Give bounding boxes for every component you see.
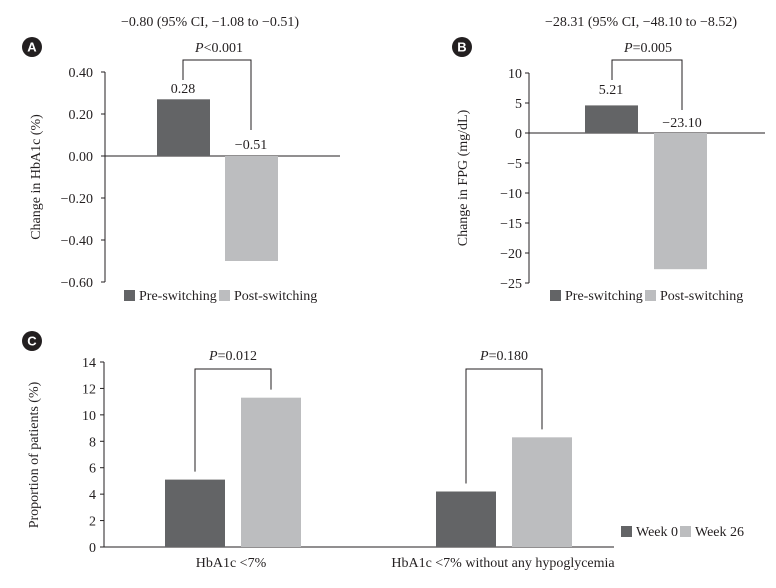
legend-c-week26-label: Week 26	[695, 525, 744, 540]
data-label-a-post: −0.51	[235, 138, 267, 153]
annotation-b: −28.31 (95% CI, −48.10 to −8.52)	[545, 15, 737, 30]
legend-b-post-label: Post-switching	[660, 289, 743, 304]
p-bracket-b	[611, 59, 683, 110]
legend-c-week0-swatch	[621, 526, 632, 537]
legend-b-pre-label: Pre-switching	[565, 289, 643, 304]
panel-badge-a	[22, 37, 42, 57]
p-value-c-1: P=0.012	[208, 349, 257, 364]
y-tick-label-c: 2	[89, 515, 96, 530]
y-tick-label-c: 14	[82, 356, 96, 371]
legend-c-week0-label: Week 0	[636, 525, 678, 540]
legend-a-post-label: Post-switching	[234, 289, 317, 304]
y-tick-label-b: 0	[515, 127, 522, 142]
y-tick-label-b: −20	[500, 247, 522, 262]
p-bracket-a	[182, 59, 252, 130]
p-bracket-c-2	[465, 368, 543, 484]
y-axis-label-b: Change in FPG (mg/dL)	[456, 109, 471, 246]
data-label-b-pre: 5.21	[599, 83, 624, 98]
y-tick-label-b: −10	[500, 187, 522, 202]
y-tick-label-a: 0.20	[69, 108, 94, 123]
y-tick-label-c: 0	[89, 541, 96, 556]
panel-letter-b: B	[457, 40, 466, 55]
y-tick-label-c: 8	[89, 435, 96, 450]
bar-a-post	[225, 156, 278, 261]
legend-c-week26-swatch	[680, 526, 691, 537]
p-bracket-c-1	[194, 368, 272, 472]
y-tick-label-a: −0.60	[61, 276, 93, 291]
bar-b-post	[654, 133, 707, 270]
p-value-c-2: P=0.180	[479, 349, 528, 364]
y-tick-label-b: −5	[507, 157, 522, 172]
p-value-a: P<0.001	[194, 41, 243, 56]
y-axis-label-a: Change in HbA1c (%)	[29, 114, 44, 240]
bar-c-week0-1	[165, 479, 225, 547]
y-tick-label-b: 10	[508, 67, 522, 82]
legend-b-pre-swatch	[550, 290, 561, 301]
y-tick-label-a: 0.00	[69, 150, 94, 165]
y-tick-label-a: −0.40	[61, 234, 93, 249]
bar-b-pre	[585, 105, 638, 133]
bar-c-week0-2	[436, 491, 496, 547]
legend-a-pre-label: Pre-switching	[139, 289, 217, 304]
panel-letter-a: A	[27, 40, 37, 55]
data-label-b-post: −23.10	[662, 116, 701, 131]
y-tick-label-c: 6	[89, 462, 96, 477]
x-category-label-c: HbA1c <7%	[196, 556, 267, 571]
legend-a-pre-swatch	[124, 290, 135, 301]
legend-a-post-swatch	[219, 290, 230, 301]
y-tick-label-c: 4	[89, 488, 96, 503]
legend-b-post-swatch	[645, 290, 656, 301]
bar-c-week26-2	[512, 437, 572, 547]
annotation-a: −0.80 (95% CI, −1.08 to −0.51)	[121, 15, 299, 30]
y-tick-label-b: 5	[515, 97, 522, 112]
panel-letter-c: C	[27, 334, 37, 349]
y-tick-label-b: −15	[500, 217, 522, 232]
y-tick-label-c: 10	[82, 409, 96, 424]
y-tick-label-b: −25	[500, 277, 522, 292]
bar-a-pre	[157, 99, 210, 156]
panel-badge-c	[22, 331, 42, 351]
y-tick-label-a: −0.20	[61, 192, 93, 207]
bar-c-week26-1	[241, 397, 301, 547]
y-tick-label-a: 0.40	[69, 66, 94, 81]
p-value-b: P=0.005	[623, 41, 672, 56]
y-tick-label-c: 12	[82, 382, 96, 397]
x-category-label-c: HbA1c <7% without any hypoglycemia	[391, 556, 615, 571]
data-label-a-pre: 0.28	[171, 82, 196, 97]
y-axis-label-c: Proportion of patients (%)	[27, 381, 42, 528]
panel-badge-b	[452, 37, 472, 57]
